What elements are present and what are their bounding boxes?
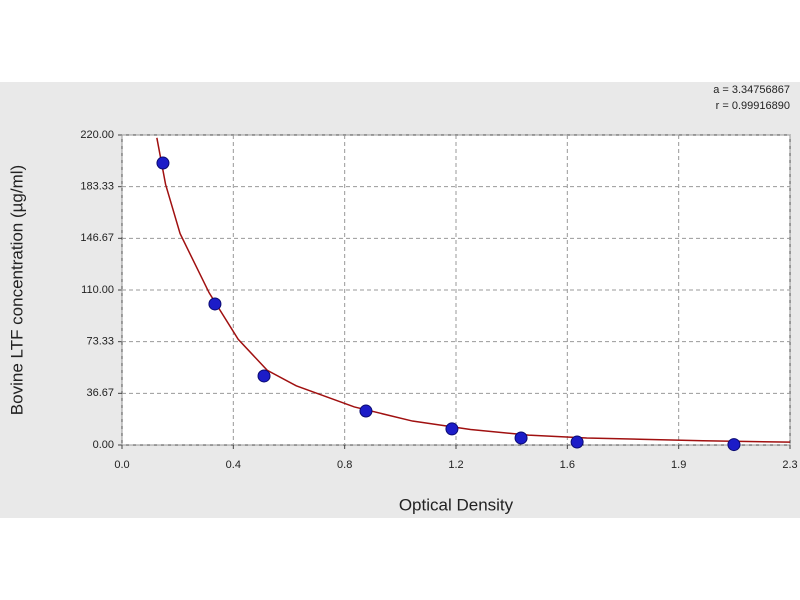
x-tick-label: 0.0 bbox=[114, 459, 129, 471]
data-point bbox=[359, 404, 373, 418]
x-tick-label: 1.6 bbox=[560, 459, 575, 471]
y-tick-label: 0.00 bbox=[93, 439, 114, 451]
data-point bbox=[570, 435, 584, 449]
data-point bbox=[257, 369, 271, 383]
y-axis-label: Bovine LTF concentration (µg/ml) bbox=[7, 165, 26, 415]
fit-curve bbox=[156, 137, 790, 443]
annotation: a = 3.34756867 bbox=[713, 84, 790, 96]
y-tick-label: 220.00 bbox=[80, 129, 114, 141]
data-point bbox=[208, 297, 222, 311]
y-tick-label: 183.33 bbox=[80, 181, 114, 193]
data-point bbox=[445, 422, 459, 436]
x-tick-label: 0.8 bbox=[337, 459, 352, 471]
annotation: r = 0.99916890 bbox=[716, 100, 790, 112]
y-tick-label: 146.67 bbox=[80, 232, 114, 244]
data-point bbox=[156, 156, 170, 170]
x-axis-label: Optical Density bbox=[399, 495, 514, 514]
y-tick-label: 110.00 bbox=[81, 284, 114, 296]
x-tick-label: 0.4 bbox=[226, 459, 241, 471]
data-point bbox=[727, 438, 741, 452]
data-point bbox=[514, 431, 528, 445]
y-tick-label: 36.67 bbox=[86, 387, 114, 399]
x-tick-label: 1.9 bbox=[671, 459, 686, 471]
y-tick-label: 73.33 bbox=[86, 336, 114, 348]
x-tick-label: 2.3 bbox=[782, 459, 797, 471]
x-tick-label: 1.2 bbox=[448, 459, 463, 471]
